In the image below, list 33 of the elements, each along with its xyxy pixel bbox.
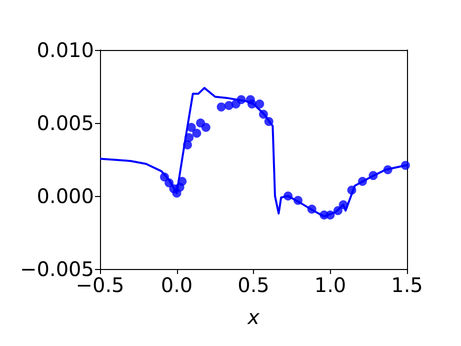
point bbox=[186, 122, 196, 132]
point bbox=[236, 95, 246, 104]
x-tick-label: 0.0 bbox=[160, 273, 193, 297]
y-tick-label: 0.000 bbox=[36, 184, 94, 208]
point bbox=[178, 176, 187, 186]
x-tick-label: 1.0 bbox=[314, 273, 346, 297]
point bbox=[164, 178, 174, 188]
point bbox=[184, 133, 194, 142]
point bbox=[192, 128, 202, 138]
point bbox=[258, 110, 268, 119]
point bbox=[264, 117, 274, 126]
point bbox=[368, 171, 378, 180]
point bbox=[307, 204, 316, 214]
point bbox=[326, 210, 335, 220]
point bbox=[255, 100, 264, 109]
point bbox=[333, 206, 342, 216]
point bbox=[247, 100, 256, 109]
point bbox=[216, 102, 226, 112]
point bbox=[160, 172, 169, 182]
x-tick-label: 1.5 bbox=[391, 273, 423, 297]
point bbox=[347, 186, 356, 195]
y-tick-label: 0.010 bbox=[36, 38, 94, 62]
point bbox=[400, 160, 410, 170]
x-axis-title: x bbox=[246, 305, 260, 329]
point bbox=[183, 140, 192, 150]
point bbox=[201, 122, 210, 132]
point bbox=[294, 196, 303, 205]
point bbox=[383, 165, 392, 174]
point bbox=[358, 176, 367, 186]
y-tick-label: 0.005 bbox=[36, 111, 94, 135]
point bbox=[338, 200, 348, 210]
point bbox=[284, 192, 293, 200]
x-tick-label: 0.5 bbox=[238, 273, 270, 297]
